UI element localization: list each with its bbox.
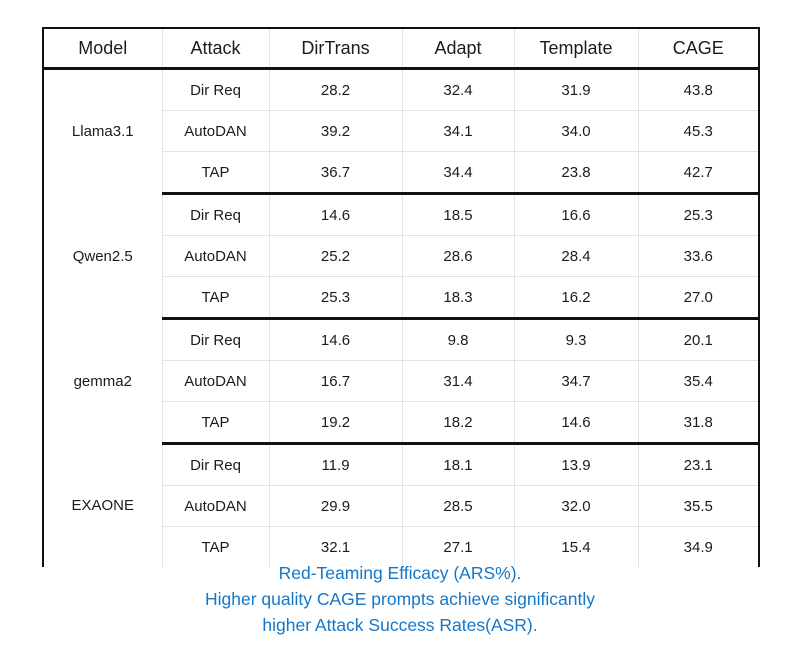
model-cell-exaone: EXAONE (43, 443, 163, 567)
value-cell: 32.4 (401, 68, 514, 111)
value-cell: 9.3 (513, 318, 638, 361)
attack-cell: Dir Req (161, 68, 269, 111)
value-cell: 13.9 (513, 443, 638, 486)
value-cell: 39.2 (268, 110, 402, 152)
value-cell: 28.4 (513, 235, 638, 277)
attack-cell: Dir Req (161, 193, 269, 236)
cage-value-cell: 23.1 (637, 443, 759, 486)
attack-cell: Dir Req (161, 443, 269, 486)
value-cell: 28.2 (268, 68, 402, 111)
cage-value-cell: 20.1 (637, 318, 759, 361)
value-cell: 31.4 (401, 360, 514, 402)
model-cell-qwen: Qwen2.5 (43, 193, 163, 319)
table-row: AutoDAN 16.7 31.4 34.7 35.4 (43, 360, 759, 402)
header-row: Model Attack DirTrans Adapt Template CAG… (43, 28, 759, 70)
value-cell: 32.1 (268, 526, 402, 567)
column-header-adapt: Adapt (401, 28, 514, 70)
value-cell: 27.1 (401, 526, 514, 567)
column-header-attack: Attack (161, 28, 269, 70)
cage-value-cell: 25.3 (637, 193, 759, 236)
table-row: AutoDAN 25.2 28.6 28.4 33.6 (43, 235, 759, 277)
attack-cell: AutoDAN (162, 360, 269, 402)
value-cell: 28.5 (401, 485, 514, 527)
value-cell: 14.6 (513, 401, 638, 445)
figure-caption: Red-Teaming Efficacy (ARS%). Higher qual… (0, 560, 800, 638)
cage-value-cell: 34.9 (637, 526, 759, 567)
table-row: TAP 25.3 18.3 16.2 27.0 (43, 276, 759, 320)
value-cell: 29.9 (268, 485, 402, 527)
table-row: Qwen2.5 Dir Req 14.6 18.5 16.6 25.3 (43, 193, 759, 319)
value-cell: 28.6 (401, 235, 514, 277)
attack-cell: AutoDAN (162, 235, 269, 277)
value-cell: 23.8 (513, 151, 638, 195)
attack-cell: AutoDAN (162, 110, 269, 152)
attack-cell: AutoDAN (162, 485, 269, 527)
column-header-cage: CAGE (637, 28, 759, 70)
attack-cell: TAP (162, 276, 269, 320)
value-cell: 31.9 (513, 68, 638, 111)
value-cell: 18.1 (401, 443, 514, 486)
table-row: gemma2 Dir Req 14.6 9.8 9.3 20.1 (43, 318, 759, 444)
value-cell: 18.5 (401, 193, 514, 236)
value-cell: 34.0 (513, 110, 638, 152)
value-cell: 15.4 (513, 526, 638, 567)
cage-value-cell: 43.8 (637, 68, 759, 111)
value-cell: 34.7 (513, 360, 638, 402)
caption-line-2: Higher quality CAGE prompts achieve sign… (204, 589, 596, 609)
value-cell: 25.2 (268, 235, 402, 277)
caption-line-1: Red-Teaming Efficacy (ARS%). (278, 563, 522, 583)
cage-value-cell: 42.7 (637, 151, 759, 195)
table-row: Llama3.1 Dir Req 28.2 32.4 31.9 43.8 (43, 68, 759, 194)
attack-cell: Dir Req (161, 318, 269, 361)
model-cell-gemma: gemma2 (43, 318, 163, 444)
attack-cell: TAP (162, 151, 269, 195)
cage-value-cell: 35.5 (637, 485, 759, 527)
cage-value-cell: 45.3 (637, 110, 759, 152)
column-header-template: Template (513, 28, 638, 70)
column-header-dirtrans: DirTrans (268, 28, 402, 70)
model-cell-llama: Llama3.1 (43, 68, 163, 194)
cage-value-cell: 27.0 (637, 276, 759, 320)
value-cell: 14.6 (268, 318, 402, 361)
table-row: TAP 19.2 18.2 14.6 31.8 (43, 401, 759, 445)
value-cell: 16.6 (513, 193, 638, 236)
table-row: EXAONE Dir Req 11.9 18.1 13.9 23.1 (43, 443, 759, 567)
value-cell: 18.3 (401, 276, 514, 320)
value-cell: 14.6 (268, 193, 402, 236)
cage-value-cell: 31.8 (637, 401, 759, 445)
attack-cell: TAP (162, 401, 269, 445)
cage-value-cell: 35.4 (637, 360, 759, 402)
value-cell: 11.9 (268, 443, 402, 486)
table-row: AutoDAN 29.9 28.5 32.0 35.5 (43, 485, 759, 527)
value-cell: 16.7 (268, 360, 402, 402)
cage-value-cell: 33.6 (637, 235, 759, 277)
value-cell: 19.2 (268, 401, 402, 445)
value-cell: 34.4 (401, 151, 514, 195)
column-header-model: Model (43, 28, 162, 70)
value-cell: 9.8 (401, 318, 514, 361)
caption-line-3: higher Attack Success Rates(ASR). (262, 615, 538, 635)
attack-cell: TAP (162, 526, 269, 567)
value-cell: 32.0 (513, 485, 638, 527)
value-cell: 18.2 (401, 401, 514, 445)
table-row: TAP 32.1 27.1 15.4 34.9 (43, 526, 759, 567)
value-cell: 16.2 (513, 276, 638, 320)
value-cell: 36.7 (268, 151, 402, 195)
value-cell: 25.3 (268, 276, 402, 320)
table-row: TAP 36.7 34.4 23.8 42.7 (43, 151, 759, 195)
results-table: Model Attack DirTrans Adapt Template CAG… (42, 27, 760, 567)
table-row: AutoDAN 39.2 34.1 34.0 45.3 (43, 110, 759, 152)
value-cell: 34.1 (401, 110, 514, 152)
